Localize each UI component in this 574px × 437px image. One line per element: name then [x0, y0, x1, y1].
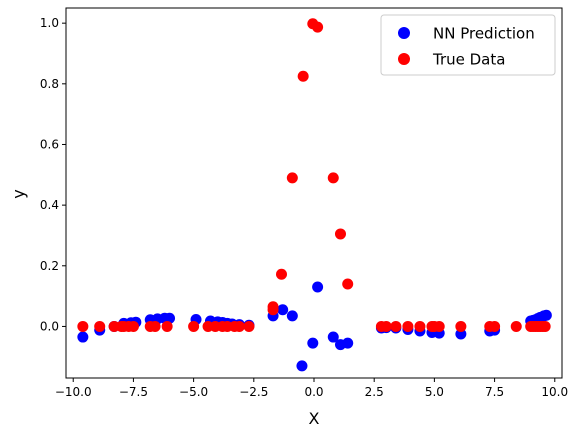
true-data-point — [77, 320, 89, 332]
true-data-point — [161, 320, 173, 332]
true-data-point — [510, 320, 522, 332]
y-tick-label: 0.8 — [40, 77, 59, 91]
legend-marker-nn-prediction — [398, 27, 410, 39]
x-tick-label: −7.5 — [119, 385, 148, 399]
true-data-point — [267, 304, 279, 316]
true-data-point — [342, 278, 354, 290]
true-data-point — [539, 320, 551, 332]
true-data-point — [402, 320, 414, 332]
legend-label-nn-prediction: NN Prediction — [433, 25, 535, 43]
true-data-point — [233, 320, 245, 332]
nn-prediction-point — [277, 304, 289, 316]
nn-prediction-point — [307, 337, 319, 349]
x-axis-title: X — [309, 409, 320, 428]
x-tick-label: 2.5 — [365, 385, 384, 399]
nn-prediction-point — [77, 331, 89, 343]
true-data-point — [327, 172, 339, 184]
x-axis-ticks: −10.0 −7.5 −5.0 −2.5 0.0 2.5 5.0 7.5 10.0 — [55, 378, 568, 399]
true-data-point — [380, 320, 392, 332]
true-data-point — [188, 320, 200, 332]
series-true-data — [77, 18, 551, 332]
true-data-point — [390, 320, 402, 332]
true-data-point — [433, 320, 445, 332]
y-tick-label: 0.0 — [40, 319, 59, 333]
y-tick-label: 1.0 — [40, 16, 59, 30]
y-tick-label: 0.6 — [40, 137, 59, 151]
x-tick-label: −5.0 — [179, 385, 208, 399]
x-tick-label: 7.5 — [485, 385, 504, 399]
points-layer — [77, 18, 552, 372]
true-data-point — [334, 228, 346, 240]
nn-prediction-point — [327, 331, 339, 343]
true-data-point — [312, 21, 324, 33]
y-tick-label: 0.4 — [40, 198, 59, 212]
x-tick-label: 5.0 — [425, 385, 444, 399]
x-tick-label: 0.0 — [304, 385, 323, 399]
y-axis-ticks: 0.0 0.2 0.4 0.6 0.8 1.0 — [40, 16, 66, 333]
nn-prediction-point — [286, 310, 298, 322]
true-data-point — [297, 70, 309, 82]
nn-prediction-point — [312, 281, 324, 293]
y-axis-title: y — [9, 189, 28, 198]
x-tick-label: −2.5 — [239, 385, 268, 399]
x-tick-label: −10.0 — [55, 385, 92, 399]
nn-prediction-point — [455, 328, 467, 340]
true-data-point — [275, 268, 287, 280]
legend: NN Prediction True Data — [380, 14, 556, 76]
y-tick-label: 0.2 — [40, 259, 59, 273]
true-data-point — [489, 320, 501, 332]
true-data-point — [127, 320, 139, 332]
legend-label-true-data: True Data — [432, 51, 505, 69]
true-data-point — [243, 320, 255, 332]
x-tick-label: 10.0 — [541, 385, 568, 399]
true-data-point — [94, 320, 106, 332]
legend-marker-true-data — [398, 53, 410, 65]
true-data-point — [149, 320, 161, 332]
nn-prediction-point — [540, 309, 552, 321]
legend-box — [380, 14, 556, 76]
nn-prediction-point — [342, 337, 354, 349]
nn-prediction-point — [296, 360, 308, 372]
true-data-point — [286, 172, 298, 184]
true-data-point — [414, 320, 426, 332]
true-data-point — [455, 320, 467, 332]
